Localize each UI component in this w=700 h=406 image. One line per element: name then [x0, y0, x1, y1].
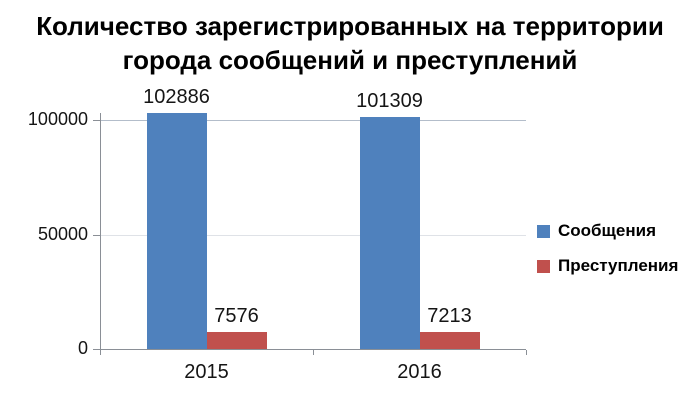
gridline-50000 — [101, 234, 526, 236]
y-axis-tick — [93, 234, 100, 236]
y-tick-label: 50000 — [37, 223, 88, 244]
y-axis-line — [100, 113, 101, 349]
value-label-Сообщения-2016: 101309 — [356, 90, 423, 112]
chart-title: Количество зарегистрированных на террито… — [36, 11, 664, 75]
x-tick-label-2016: 2016 — [397, 361, 442, 383]
legend-color-swatch-icon — [537, 224, 550, 238]
bar-Преступления-2016 — [419, 332, 480, 349]
y-tick-label: 100000 — [27, 109, 88, 129]
legend-item-Преступления: Преступления — [537, 256, 678, 276]
x-axis-line — [100, 349, 526, 350]
y-axis-tick — [93, 120, 100, 121]
bar-Сообщения-2015 — [146, 113, 207, 349]
bar-Сообщения-2016 — [359, 117, 420, 349]
x-axis-tick — [313, 350, 314, 355]
legend-label: Сообщения — [558, 221, 656, 240]
legend-color-swatch-icon — [537, 259, 550, 273]
x-axis-tick — [526, 350, 527, 355]
legend-item-Сообщения: Сообщения — [537, 221, 678, 241]
value-label-Сообщения-2015: 102886 — [143, 86, 210, 108]
y-axis-tick — [93, 349, 100, 350]
x-axis-tick — [100, 350, 101, 355]
gridline-100000 — [101, 120, 526, 121]
y-tick-label: 0 — [77, 338, 88, 358]
value-label-Преступления-2016: 7213 — [427, 305, 472, 327]
bar-Преступления-2015 — [206, 332, 267, 349]
value-label-Преступления-2015: 7576 — [214, 305, 259, 327]
legend: Сообщения Преступления — [537, 221, 678, 291]
x-tick-label-2015: 2015 — [184, 361, 229, 383]
legend-label: Преступления — [558, 256, 679, 275]
